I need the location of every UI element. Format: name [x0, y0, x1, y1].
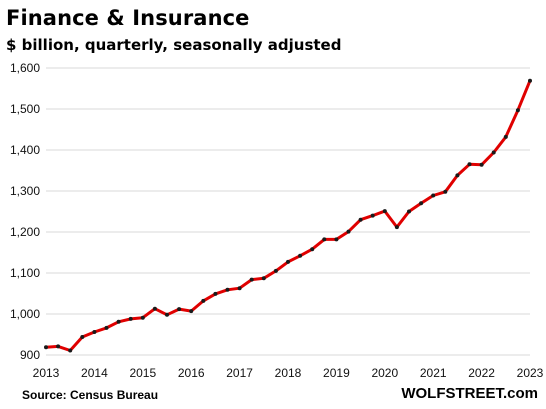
- data-point: [44, 345, 48, 350]
- data-point: [213, 291, 218, 296]
- data-point: [152, 306, 157, 311]
- data-point: [56, 344, 61, 349]
- gridlines: [46, 67, 530, 356]
- data-point: [491, 150, 496, 155]
- y-tick-label: 1,300: [10, 184, 40, 198]
- data-point: [92, 330, 97, 334]
- y-tick-label: 1,600: [10, 61, 40, 75]
- data-point: [165, 312, 169, 317]
- data-point: [370, 213, 375, 218]
- y-tick-label: 1,100: [10, 266, 40, 280]
- data-point: [177, 307, 182, 312]
- data-point: [249, 277, 254, 282]
- data-point: [322, 237, 327, 242]
- data-point: [128, 316, 133, 321]
- data-point: [273, 268, 278, 273]
- data-point: [419, 201, 424, 206]
- data-point: [455, 173, 460, 178]
- x-tick-label: 2020: [371, 366, 398, 380]
- data-point: [225, 287, 230, 292]
- data-point: [358, 217, 363, 222]
- data-point: [431, 193, 436, 198]
- chart-title: Finance & Insurance: [6, 6, 250, 30]
- series-group: [44, 78, 532, 353]
- x-tick-label: 2017: [226, 366, 253, 380]
- x-tick-label: 2022: [468, 366, 495, 380]
- data-point: [237, 286, 242, 291]
- x-tick-label: 2018: [275, 366, 302, 380]
- x-axis-ticks: 2013 2014 2015 2016 2017 2018 2019 2020 2021 2022…: [33, 366, 544, 380]
- x-tick-label: 2019: [323, 366, 350, 380]
- x-tick-label: 2023: [517, 366, 544, 380]
- data-point: [286, 259, 290, 264]
- data-point: [298, 253, 303, 258]
- y-tick-label: 900: [20, 348, 40, 362]
- data-point: [467, 162, 472, 167]
- x-tick-label: 2013: [33, 366, 60, 380]
- data-point: [80, 335, 85, 339]
- data-point: [310, 247, 315, 252]
- data-point: [201, 298, 206, 303]
- chart-subtitle: $ billion, quarterly, seasonally adjuste…: [6, 36, 342, 54]
- x-tick-label: 2016: [178, 366, 205, 380]
- data-point: [503, 134, 508, 139]
- x-tick-label: 2014: [81, 366, 108, 380]
- y-tick-label: 1,500: [10, 102, 40, 116]
- data-point: [479, 162, 484, 167]
- y-tick-label: 1,000: [10, 307, 40, 321]
- data-point: [515, 108, 520, 113]
- y-axis-ticks: 900 1,000 1,100 1,200 1,300 1,400 1,500 1,600: [10, 61, 40, 362]
- data-point: [140, 315, 145, 320]
- data-point: [346, 229, 351, 234]
- data-point: [407, 209, 411, 214]
- data-point: [382, 209, 387, 214]
- series-line: [44, 79, 532, 352]
- y-tick-label: 1,200: [10, 225, 40, 239]
- data-point: [334, 237, 339, 242]
- data-point: [116, 319, 121, 324]
- data-point: [104, 325, 109, 330]
- x-tick-label: 2015: [129, 366, 156, 380]
- y-tick-label: 1,400: [10, 143, 40, 157]
- brand-logo-text: WOLFSTREET.com: [401, 385, 538, 402]
- data-point: [394, 225, 399, 230]
- data-point: [261, 276, 266, 281]
- x-tick-label: 2021: [420, 366, 447, 380]
- source-note: Source: Census Bureau: [22, 388, 159, 402]
- data-point: [68, 348, 73, 353]
- data-point: [528, 78, 532, 83]
- data-point: [189, 309, 194, 314]
- data-point: [443, 189, 448, 194]
